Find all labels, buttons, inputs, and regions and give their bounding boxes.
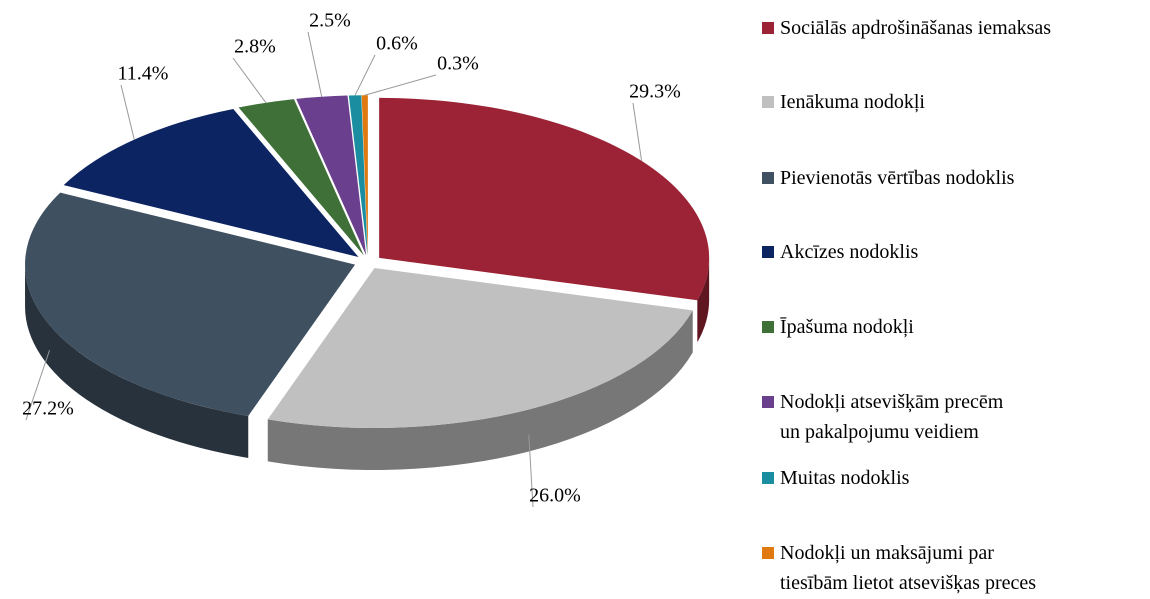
legend-item: Nodokļi atsevišķām precēm un pakalpojumu…: [762, 387, 1003, 447]
leader-line: [307, 31, 323, 97]
leader-line: [25, 350, 50, 421]
slice: [348, 95, 368, 256]
legend-item: Akcīzes nodoklis: [762, 237, 918, 267]
slice: [25, 192, 356, 416]
legend-label: Sociālās apdrošināšanas iemaksas: [780, 17, 1052, 39]
slice-side: [697, 257, 710, 343]
legend-label: Īpašuma nodokļi: [780, 316, 914, 338]
legend-item: Pievienotās vērtības nodoklis: [762, 163, 1014, 193]
leader-line: [354, 54, 376, 96]
legend-item: Nodokļi un maksājumi par tiesībām lietot…: [762, 538, 1036, 598]
leader-line: [232, 57, 267, 104]
slice: [296, 95, 367, 256]
legend-swatch: [762, 321, 774, 333]
slice: [267, 268, 693, 429]
legend-label: Pievienotās vērtības nodoklis: [780, 167, 1015, 189]
legend-item: Muitas nodoklis: [762, 463, 909, 493]
legend-swatch: [762, 172, 774, 184]
pie-area: 29.3% 26.0% 27.2% 11.4% 2.8% 2.5% 0.6% 0.3%: [22, 10, 710, 508]
slice-side: [25, 264, 249, 458]
legend-item: Sociālās apdrošināšanas iemaksas: [762, 13, 1051, 43]
data-label: 2.8%: [234, 36, 276, 58]
slice-side: [267, 310, 693, 471]
legend-item: Ienākuma nodokļi: [762, 87, 925, 117]
legend-label: Ienākuma nodokļi: [780, 91, 925, 113]
legend-swatch: [762, 547, 774, 559]
legend-label: Muitas nodoklis: [780, 467, 910, 489]
data-label: 0.3%: [437, 53, 479, 75]
legend-swatch: [762, 246, 774, 258]
data-label: 0.6%: [376, 33, 418, 55]
legend-swatch: [762, 472, 774, 484]
legend-swatch: [762, 22, 774, 34]
legend-swatch: [762, 96, 774, 108]
slice: [379, 97, 710, 301]
leader-line: [364, 74, 437, 96]
leader-line: [528, 434, 534, 508]
slice: [63, 108, 359, 258]
data-label: 2.5%: [309, 10, 351, 32]
legend-label: Nodokļi atsevišķām precēm un pakalpojumu…: [780, 391, 1004, 443]
data-label: 29.3%: [629, 81, 681, 103]
leader-line: [632, 102, 643, 161]
legend-label: Nodokļi un maksājumi par tiesībām lietot…: [780, 542, 1037, 594]
data-label: 11.4%: [118, 63, 169, 85]
legend-label: Akcīzes nodoklis: [780, 241, 919, 263]
legend-swatch: [762, 396, 774, 408]
data-label: 27.2%: [22, 398, 74, 420]
data-label: 26.0%: [529, 485, 581, 507]
slice: [238, 99, 364, 256]
leader-line: [120, 84, 135, 140]
slice: [361, 95, 368, 256]
legend-item: Īpašuma nodokļi: [762, 312, 914, 342]
